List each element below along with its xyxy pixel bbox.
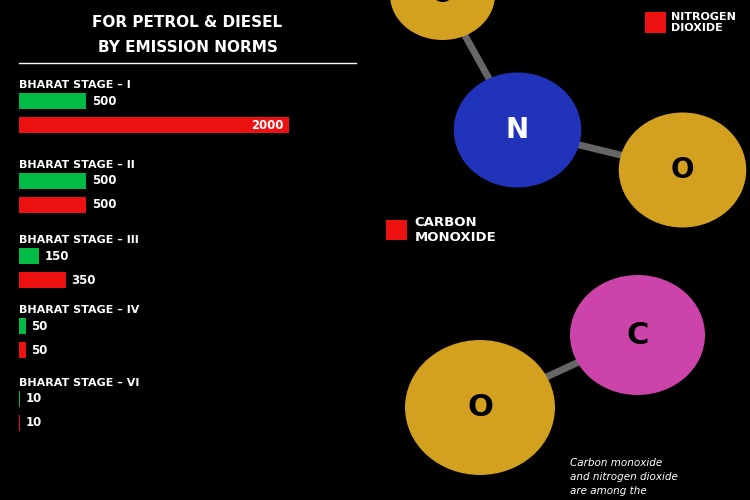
Bar	[19, 93, 86, 109]
Text: O: O	[670, 156, 694, 184]
Text: Carbon monoxide
and nitrogen dioxide
are among the: Carbon monoxide and nitrogen dioxide are…	[570, 458, 678, 496]
Bar	[19, 318, 26, 334]
Text: 350: 350	[72, 274, 96, 286]
Text: CARBON
MONOXIDE: CARBON MONOXIDE	[414, 216, 497, 244]
Ellipse shape	[570, 275, 705, 395]
Bar	[19, 117, 289, 133]
Text: BHARAT STAGE – VI: BHARAT STAGE – VI	[19, 378, 140, 388]
Ellipse shape	[405, 340, 555, 475]
Text: 50: 50	[31, 320, 47, 332]
Text: 10: 10	[26, 392, 42, 405]
Text: BHARAT STAGE – IV: BHARAT STAGE – IV	[19, 305, 140, 315]
Bar	[19, 390, 20, 406]
Text: N: N	[506, 116, 529, 144]
Text: 50: 50	[31, 344, 47, 356]
Bar	[19, 248, 39, 264]
Bar	[386, 220, 406, 240]
Text: O: O	[467, 393, 493, 422]
Text: 500: 500	[92, 198, 116, 211]
Text: 2000: 2000	[251, 118, 284, 132]
Text: 500: 500	[92, 174, 116, 188]
Text: FOR PETROL & DIESEL: FOR PETROL & DIESEL	[92, 15, 283, 30]
Ellipse shape	[454, 72, 581, 188]
Text: C: C	[626, 320, 649, 350]
Ellipse shape	[619, 112, 746, 228]
Ellipse shape	[390, 0, 495, 40]
Text: BHARAT STAGE – III: BHARAT STAGE – III	[19, 235, 139, 245]
Text: BHARAT STAGE – I: BHARAT STAGE – I	[19, 80, 130, 90]
Bar	[19, 342, 26, 358]
Bar	[19, 272, 66, 288]
Bar	[19, 173, 86, 189]
Text: BHARAT STAGE – II: BHARAT STAGE – II	[19, 160, 134, 170]
Text: 500: 500	[92, 94, 116, 108]
Text: O: O	[432, 0, 453, 7]
Text: 150: 150	[45, 250, 69, 262]
Text: 10: 10	[26, 416, 42, 429]
Bar	[19, 197, 86, 213]
Text: BY EMISSION NORMS: BY EMISSION NORMS	[98, 40, 278, 55]
Text: NITROGEN
DIOXIDE: NITROGEN DIOXIDE	[671, 12, 736, 34]
Bar	[19, 414, 20, 430]
Bar	[645, 12, 666, 32]
